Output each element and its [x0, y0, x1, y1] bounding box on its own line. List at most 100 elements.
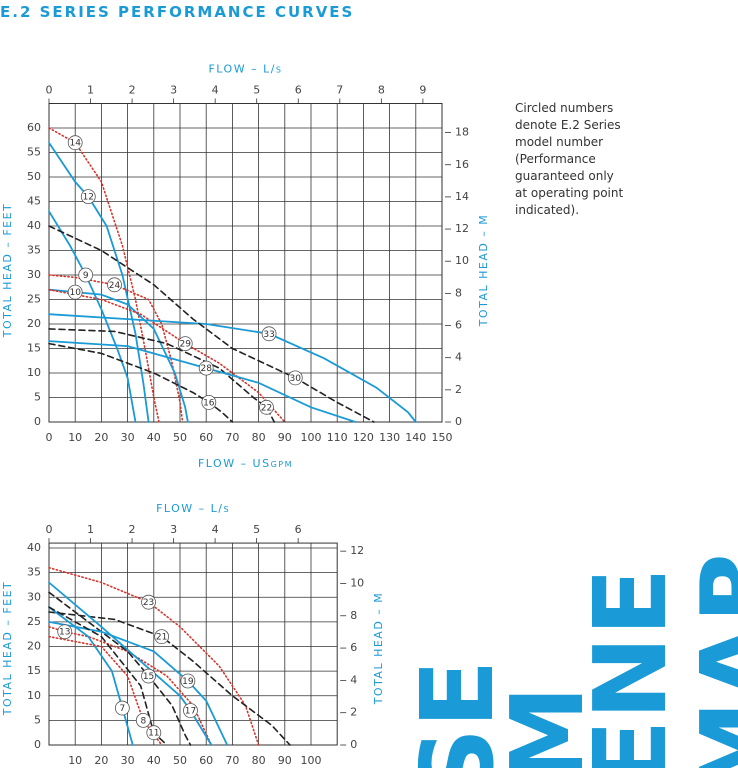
- x-tick-label: 40: [147, 431, 161, 444]
- y2-axis-title: TOTAL HEAD – M: [372, 592, 385, 706]
- x-tick-label: 50: [173, 754, 187, 767]
- y-tick-label: 0: [34, 738, 41, 751]
- y-axis-title: TOTAL HEAD – FEET: [1, 581, 14, 717]
- x2-tick-label: 1: [87, 84, 94, 97]
- x2-tick-label: 5: [253, 84, 260, 97]
- y-tick-label: 15: [27, 342, 41, 355]
- x2-tick-label: 9: [419, 84, 426, 97]
- x-tick-label: 100: [301, 754, 322, 767]
- model-marker: [259, 399, 274, 415]
- model-marker: [180, 673, 196, 689]
- x2-axis-title: FLOW – L/s: [208, 63, 282, 76]
- x2-axis-title: FLOW – L/s: [156, 502, 230, 515]
- x2-tick-label: 6: [295, 84, 302, 97]
- model-label: 21: [156, 633, 167, 643]
- x2-tick-label: 2: [129, 84, 136, 97]
- model-marker: [261, 326, 277, 342]
- pump-curve: [48, 313, 417, 423]
- y-tick-label: 35: [27, 244, 41, 257]
- model-label: 9: [83, 271, 89, 281]
- x-tick-label: 50: [173, 431, 187, 444]
- y2-tick-label: 12: [455, 222, 469, 235]
- x-tick-label: 0: [46, 431, 53, 444]
- model-marker: [154, 629, 170, 645]
- plot-frame: [48, 103, 443, 423]
- model-label: 30: [290, 374, 302, 384]
- y-axis-title: TOTAL HEAD – FEET: [1, 203, 14, 339]
- y-tick-label: 30: [27, 268, 41, 281]
- model-marker: [183, 703, 198, 718]
- y2-tick-label: 6: [350, 641, 357, 654]
- y2-tick-label: 6: [455, 319, 462, 332]
- x2-tick-label: 4: [212, 84, 219, 97]
- y-tick-label: 20: [27, 640, 41, 653]
- x-tick-label: 90: [278, 431, 292, 444]
- pump-curve: [48, 127, 160, 423]
- y-tick-label: 5: [34, 391, 41, 404]
- model-label: 33: [263, 330, 274, 340]
- model-marker: [67, 135, 83, 151]
- y-tick-label: 5: [34, 713, 41, 726]
- x-tick-label: 30: [121, 754, 135, 767]
- model-label: 13: [59, 628, 70, 638]
- pump-curve: [48, 606, 134, 746]
- y-tick-label: 10: [27, 366, 41, 379]
- y2-tick-label: 18: [455, 126, 469, 139]
- y-tick-label: 40: [27, 219, 41, 232]
- y2-tick-label: 14: [455, 190, 469, 203]
- x-axis-title: FLOW – USgpm: [198, 457, 293, 470]
- pump-curve: [48, 141, 150, 423]
- x-tick-label: 20: [94, 431, 108, 444]
- x2-tick-label: 3: [170, 523, 177, 536]
- x2-tick-label: 0: [46, 523, 53, 536]
- model-label: 16: [203, 398, 215, 408]
- note: Circled numbers denote E.2 Series model …: [515, 101, 624, 217]
- model-marker: [141, 594, 156, 610]
- model-label: 24: [109, 281, 121, 291]
- pump-curve: [48, 611, 291, 746]
- x-tick-label: 140: [405, 431, 426, 444]
- model-label: 22: [261, 403, 272, 413]
- model-marker: [67, 284, 83, 300]
- y-tick-label: 15: [27, 664, 41, 677]
- decor-text: SE: [399, 660, 516, 768]
- model-marker: [201, 394, 217, 410]
- model-label: 15: [143, 672, 154, 682]
- decor-text: MAR: [679, 546, 738, 768]
- x-tick-label: 90: [278, 754, 292, 767]
- pump-curve: [48, 210, 137, 423]
- x-tick-label: 80: [252, 754, 266, 767]
- model-label: 19: [182, 677, 194, 687]
- y2-tick-label: 4: [350, 673, 357, 686]
- model-marker: [80, 189, 96, 205]
- model-marker: [287, 370, 303, 386]
- y2-axis-title: TOTAL HEAD – M: [477, 214, 490, 328]
- model-label: 11: [148, 729, 159, 739]
- model-label: 14: [69, 139, 81, 149]
- y-tick-label: 30: [27, 590, 41, 603]
- model-marker: [57, 624, 73, 640]
- x-tick-label: 70: [225, 754, 239, 767]
- y2-tick-label: 16: [455, 158, 469, 171]
- x-tick-label: 40: [147, 754, 161, 767]
- model-label: 10: [69, 288, 81, 298]
- x-tick-label: 10: [68, 431, 82, 444]
- page-title: E.2 SERIES PERFORMANCE CURVES: [0, 3, 355, 21]
- model-label: 7: [119, 704, 125, 714]
- y-tick-label: 0: [34, 415, 41, 428]
- y2-tick-label: 2: [455, 383, 462, 396]
- model-label: 28: [200, 364, 212, 374]
- pump-curve: [48, 591, 192, 746]
- pump-curve: [48, 635, 163, 746]
- x-tick-label: 110: [327, 431, 348, 444]
- x-tick-label: 20: [94, 754, 108, 767]
- y2-tick-label: 8: [455, 286, 462, 299]
- pump-curve: [48, 225, 375, 423]
- y-tick-label: 25: [27, 615, 41, 628]
- model-marker: [141, 668, 156, 684]
- y-tick-label: 40: [27, 541, 41, 554]
- pump-curve: [48, 340, 357, 423]
- y2-tick-label: 4: [455, 351, 462, 364]
- y-tick-label: 50: [27, 170, 41, 183]
